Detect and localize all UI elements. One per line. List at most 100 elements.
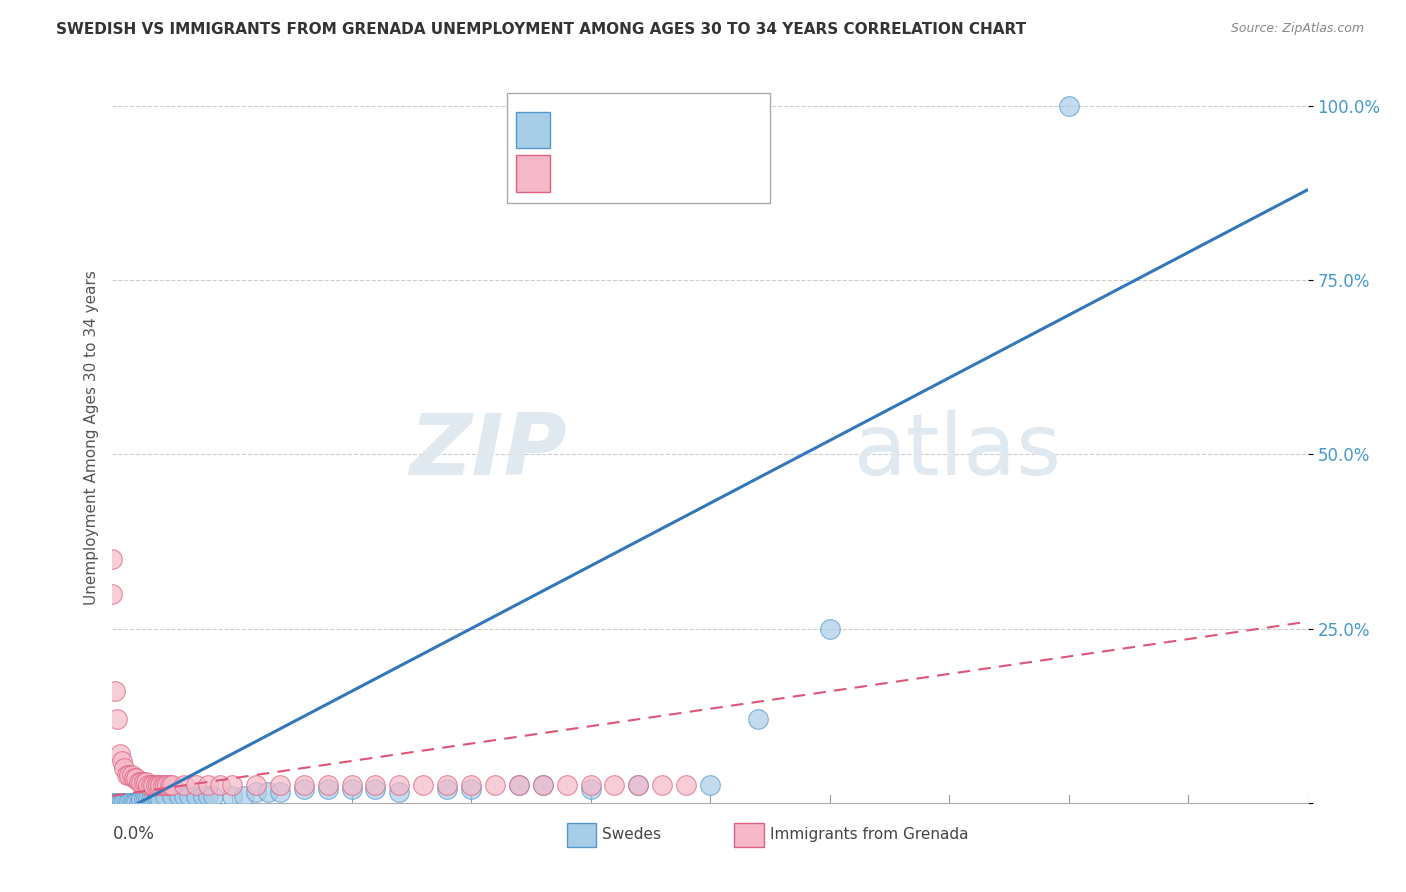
Point xyxy=(173,778,195,792)
Point xyxy=(340,781,363,796)
Point xyxy=(128,796,150,810)
Point xyxy=(531,778,554,792)
Point xyxy=(364,778,387,792)
Point xyxy=(153,778,176,792)
Point xyxy=(627,778,650,792)
Point xyxy=(221,789,243,803)
Point xyxy=(531,778,554,792)
FancyBboxPatch shape xyxy=(734,823,763,847)
Point xyxy=(579,781,602,796)
Point xyxy=(146,778,169,792)
Point xyxy=(145,778,167,792)
Point xyxy=(142,778,165,792)
Point xyxy=(699,778,721,792)
Point xyxy=(436,781,458,796)
Point xyxy=(125,796,148,810)
Point xyxy=(292,781,315,796)
Point xyxy=(364,781,387,796)
Point xyxy=(177,789,200,803)
Point xyxy=(747,712,769,726)
Text: Source: ZipAtlas.com: Source: ZipAtlas.com xyxy=(1230,22,1364,36)
Point xyxy=(101,796,124,810)
Text: Swedes: Swedes xyxy=(603,828,661,842)
Point xyxy=(193,789,215,803)
Point xyxy=(579,778,602,792)
Point xyxy=(104,796,127,810)
Point xyxy=(233,789,256,803)
Point xyxy=(460,778,482,792)
FancyBboxPatch shape xyxy=(567,823,596,847)
Point xyxy=(122,772,145,786)
Point xyxy=(186,778,208,792)
Point xyxy=(269,785,291,799)
Point xyxy=(555,778,578,792)
Point xyxy=(508,778,530,792)
Point xyxy=(245,785,267,799)
Point xyxy=(111,796,134,810)
Point xyxy=(114,761,135,775)
Point xyxy=(118,796,141,810)
Point xyxy=(186,789,208,803)
Point xyxy=(388,785,411,799)
Point xyxy=(129,775,152,789)
Point xyxy=(115,768,138,782)
Y-axis label: Unemployment Among Ages 30 to 34 years: Unemployment Among Ages 30 to 34 years xyxy=(83,269,98,605)
Point xyxy=(105,712,128,726)
Point xyxy=(156,778,179,792)
Text: R = 0.182   N = 51: R = 0.182 N = 51 xyxy=(558,165,728,183)
Point xyxy=(173,789,195,803)
FancyBboxPatch shape xyxy=(508,94,770,203)
Point xyxy=(135,775,157,789)
Point xyxy=(114,796,135,810)
Point xyxy=(138,778,160,792)
Point xyxy=(221,778,243,792)
Text: Immigrants from Grenada: Immigrants from Grenada xyxy=(770,828,969,842)
Point xyxy=(1057,99,1080,113)
Point xyxy=(129,792,152,806)
Text: ZIP: ZIP xyxy=(409,410,567,493)
Point xyxy=(145,792,167,806)
Point xyxy=(162,778,183,792)
Point xyxy=(316,778,339,792)
Point xyxy=(412,778,434,792)
Point xyxy=(121,796,143,810)
Point xyxy=(146,792,169,806)
Point xyxy=(115,796,138,810)
FancyBboxPatch shape xyxy=(516,155,550,192)
Point xyxy=(269,778,291,792)
Point xyxy=(139,792,162,806)
Text: atlas: atlas xyxy=(853,410,1062,493)
Point xyxy=(152,778,174,792)
Point xyxy=(138,792,160,806)
Text: SWEDISH VS IMMIGRANTS FROM GRENADA UNEMPLOYMENT AMONG AGES 30 TO 34 YEARS CORREL: SWEDISH VS IMMIGRANTS FROM GRENADA UNEMP… xyxy=(56,22,1026,37)
Point xyxy=(111,754,134,768)
Point xyxy=(128,775,150,789)
Point xyxy=(125,772,148,786)
Point xyxy=(508,778,530,792)
Point xyxy=(121,768,143,782)
Point xyxy=(257,785,280,799)
Text: R = 0.671   N = 50: R = 0.671 N = 50 xyxy=(558,121,728,139)
Point xyxy=(388,778,411,792)
Point xyxy=(675,778,697,792)
Point xyxy=(104,684,127,698)
Point xyxy=(818,622,841,636)
Point xyxy=(197,789,219,803)
Point xyxy=(159,778,181,792)
Point xyxy=(153,789,176,803)
Point xyxy=(603,778,626,792)
Point xyxy=(108,796,131,810)
Point xyxy=(132,775,155,789)
Point xyxy=(101,587,124,601)
Text: 0.0%: 0.0% xyxy=(112,825,155,843)
Point xyxy=(197,778,219,792)
Point xyxy=(460,781,482,796)
Point xyxy=(135,792,157,806)
FancyBboxPatch shape xyxy=(516,112,550,148)
Point xyxy=(149,778,172,792)
Point xyxy=(484,778,506,792)
Point xyxy=(162,789,183,803)
Point xyxy=(122,796,145,810)
Point xyxy=(132,792,155,806)
Point xyxy=(118,768,141,782)
